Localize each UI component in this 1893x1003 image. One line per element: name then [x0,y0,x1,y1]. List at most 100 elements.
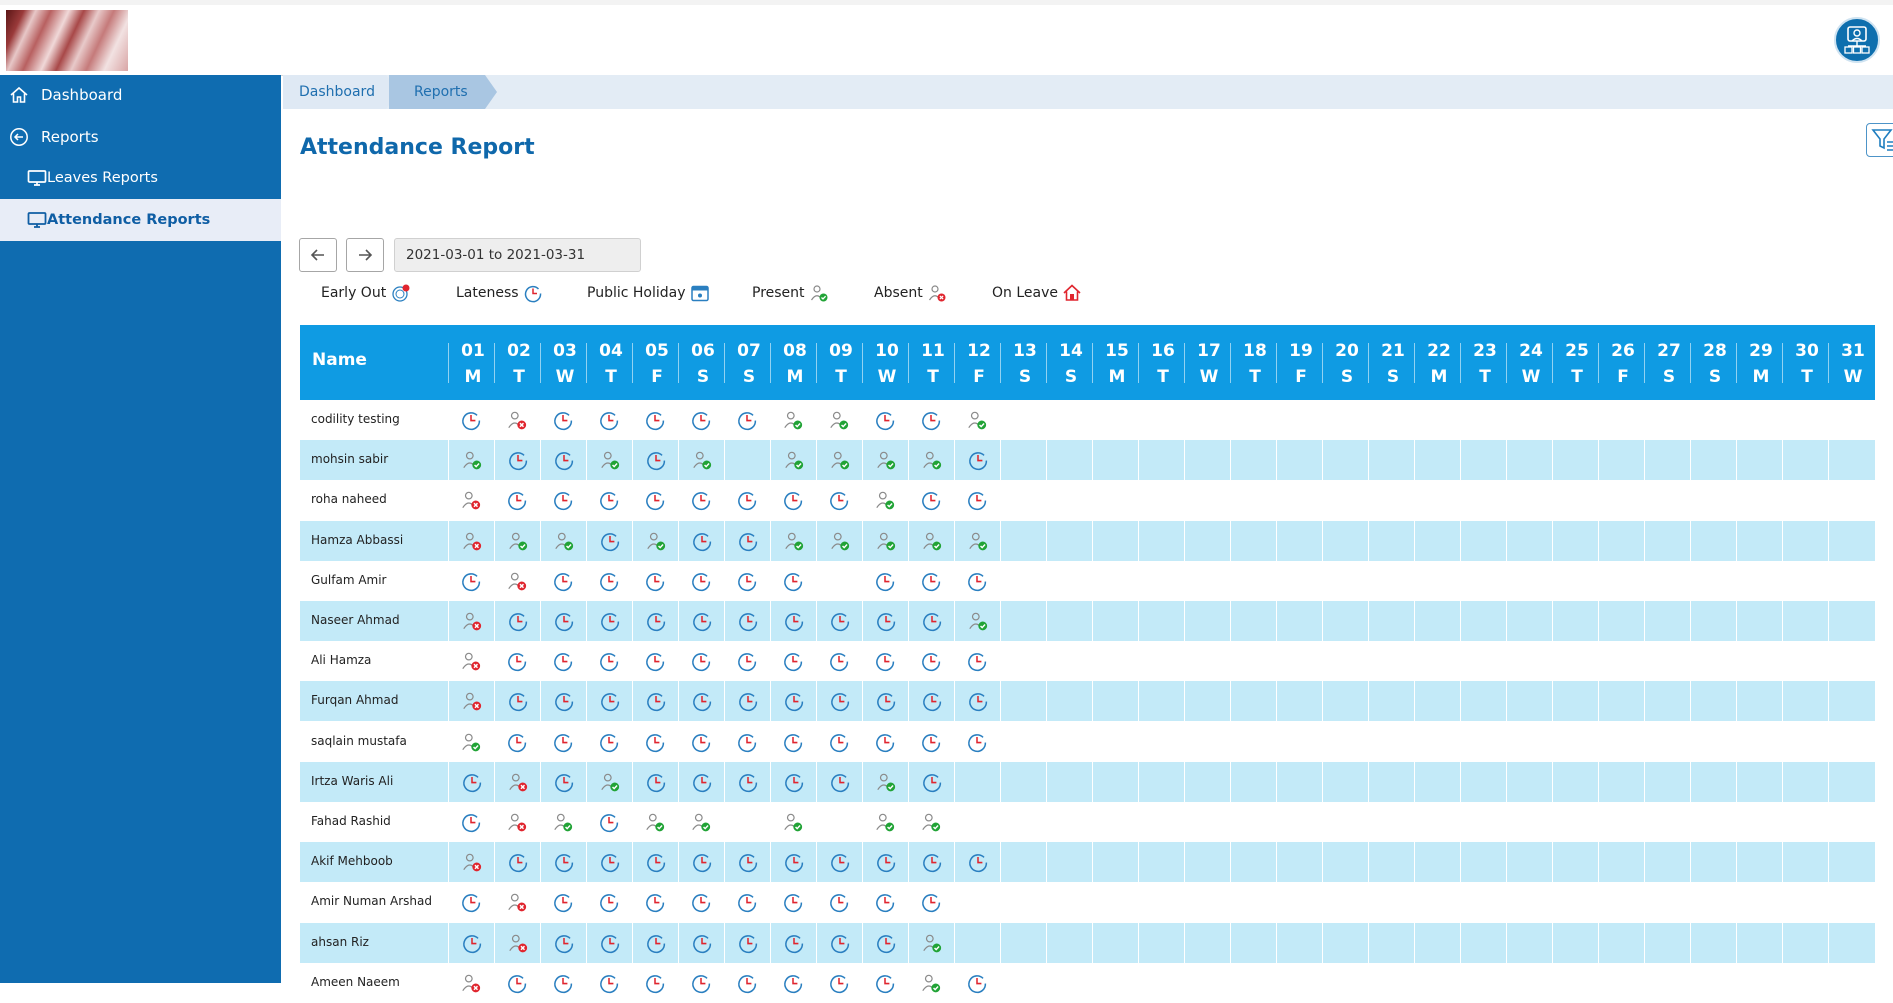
attendance-cell[interactable] [1368,882,1414,922]
attendance-cell[interactable] [1736,561,1782,601]
attendance-cell[interactable] [678,561,724,601]
attendance-cell[interactable] [1414,400,1460,440]
attendance-cell[interactable] [678,400,724,440]
attendance-cell[interactable] [586,601,632,641]
attendance-cell[interactable] [1736,400,1782,440]
attendance-cell[interactable] [540,761,586,802]
attendance-cell[interactable] [1644,400,1690,440]
attendance-cell[interactable] [1230,561,1276,601]
attendance-cell[interactable] [1184,922,1230,963]
attendance-cell[interactable] [1506,641,1552,681]
attendance-cell[interactable] [1000,480,1046,520]
attendance-cell[interactable] [586,681,632,722]
attendance-cell[interactable] [678,761,724,802]
attendance-cell[interactable] [1828,842,1874,883]
attendance-cell[interactable] [632,520,678,561]
attendance-cell[interactable] [540,802,586,842]
attendance-cell[interactable] [1414,561,1460,601]
attendance-cell[interactable] [1368,842,1414,883]
attendance-cell[interactable] [1736,641,1782,681]
attendance-cell[interactable] [1828,440,1874,481]
attendance-cell[interactable] [1046,601,1092,641]
attendance-cell[interactable] [816,480,862,520]
attendance-cell[interactable] [770,681,816,722]
attendance-cell[interactable] [1230,882,1276,922]
attendance-cell[interactable] [1828,601,1874,641]
attendance-cell[interactable] [540,601,586,641]
attendance-cell[interactable] [908,480,954,520]
attendance-cell[interactable] [448,561,494,601]
attendance-cell[interactable] [1138,641,1184,681]
attendance-cell[interactable] [1000,641,1046,681]
attendance-cell[interactable] [1460,641,1506,681]
attendance-cell[interactable] [1782,601,1828,641]
attendance-cell[interactable] [1138,520,1184,561]
attendance-cell[interactable] [1598,400,1644,440]
attendance-cell[interactable] [1092,882,1138,922]
attendance-cell[interactable] [1184,802,1230,842]
attendance-cell[interactable] [1460,440,1506,481]
attendance-cell[interactable] [678,922,724,963]
attendance-cell[interactable] [954,440,1000,481]
table-row[interactable]: Irtza Waris Ali [300,761,1875,802]
attendance-cell[interactable] [1644,520,1690,561]
attendance-cell[interactable] [1230,722,1276,762]
attendance-cell[interactable] [1690,520,1736,561]
attendance-cell[interactable] [1184,842,1230,883]
attendance-cell[interactable] [1046,561,1092,601]
attendance-cell[interactable] [1782,440,1828,481]
attendance-cell[interactable] [1000,400,1046,440]
attendance-cell[interactable] [1506,922,1552,963]
attendance-cell[interactable] [1552,722,1598,762]
attendance-cell[interactable] [770,400,816,440]
table-row[interactable]: Hamza Abbassi [300,520,1875,561]
table-row[interactable]: Amir Numan Arshad [300,882,1875,922]
attendance-cell[interactable] [632,601,678,641]
table-row[interactable]: Naseer Ahmad [300,601,1875,641]
attendance-cell[interactable] [1598,641,1644,681]
attendance-cell[interactable] [494,601,540,641]
attendance-cell[interactable] [1644,440,1690,481]
attendance-cell[interactable] [1598,842,1644,883]
attendance-cell[interactable] [1690,842,1736,883]
attendance-cell[interactable] [954,561,1000,601]
attendance-cell[interactable] [1690,802,1736,842]
attendance-cell[interactable] [1598,722,1644,762]
attendance-cell[interactable] [586,722,632,762]
attendance-cell[interactable] [1690,601,1736,641]
attendance-cell[interactable] [1828,641,1874,681]
attendance-cell[interactable] [770,601,816,641]
breadcrumb-dashboard[interactable]: Dashboard [283,75,398,109]
attendance-cell[interactable] [1092,722,1138,762]
attendance-cell[interactable] [632,641,678,681]
attendance-cell[interactable] [862,440,908,481]
attendance-cell[interactable] [1828,922,1874,963]
attendance-cell[interactable] [1322,882,1368,922]
sidebar-item-leaves-reports[interactable]: Leaves Reports [0,158,281,198]
attendance-cell[interactable] [1552,761,1598,802]
attendance-cell[interactable] [1736,882,1782,922]
attendance-cell[interactable] [724,400,770,440]
attendance-cell[interactable] [1046,440,1092,481]
attendance-cell[interactable] [770,802,816,842]
table-row[interactable]: Ali Hamza [300,641,1875,681]
attendance-cell[interactable] [908,400,954,440]
attendance-cell[interactable] [1690,761,1736,802]
attendance-cell[interactable] [1552,641,1598,681]
attendance-cell[interactable] [586,641,632,681]
attendance-cell[interactable] [1184,641,1230,681]
attendance-cell[interactable] [1782,520,1828,561]
attendance-cell[interactable] [678,681,724,722]
attendance-cell[interactable] [954,842,1000,883]
attendance-cell[interactable] [1598,922,1644,963]
attendance-cell[interactable] [1046,520,1092,561]
attendance-cell[interactable] [540,641,586,681]
attendance-cell[interactable] [1644,681,1690,722]
attendance-cell[interactable] [448,922,494,963]
table-row[interactable]: mohsin sabir [300,440,1875,481]
attendance-cell[interactable] [1414,641,1460,681]
attendance-cell[interactable] [1368,922,1414,963]
attendance-cell[interactable] [816,561,862,601]
attendance-cell[interactable] [1276,922,1322,963]
attendance-cell[interactable] [1644,561,1690,601]
